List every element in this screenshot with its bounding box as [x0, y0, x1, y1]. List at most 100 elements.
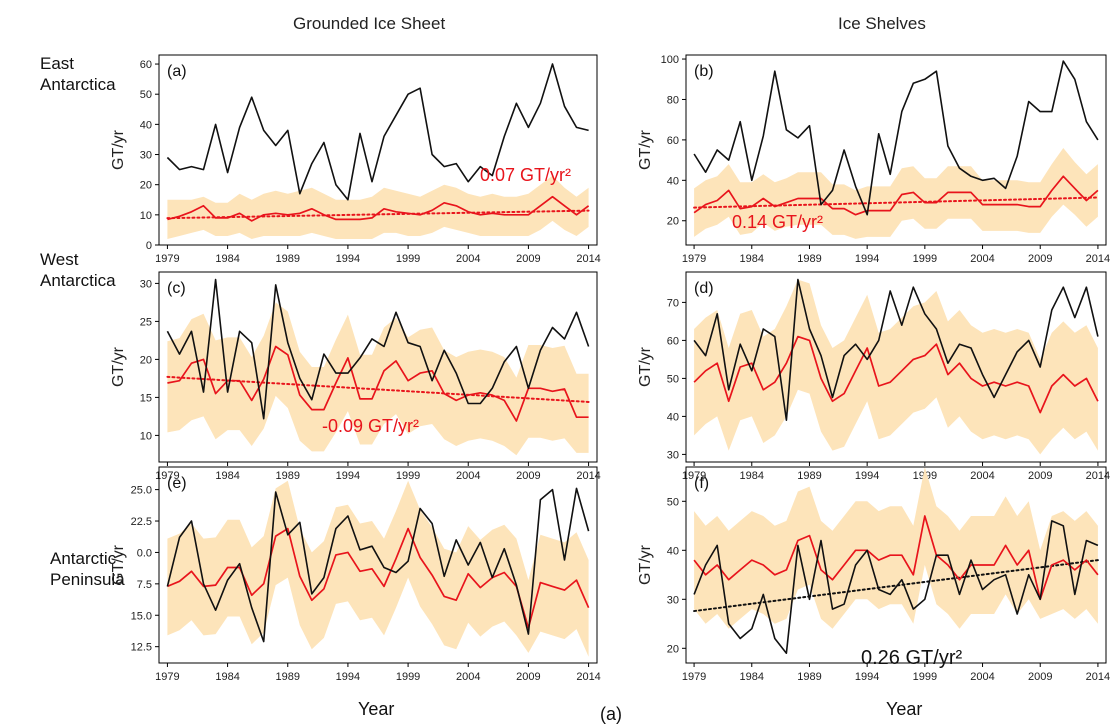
panel-frame [158, 466, 598, 664]
observed-series-line [693, 278, 1099, 422]
y-tick-label: 40 [667, 411, 679, 423]
uncertainty-band [694, 148, 1098, 239]
x-tick-label: 2014 [576, 253, 600, 265]
uncertainty-band [167, 302, 589, 456]
y-tick-label: 40 [140, 119, 152, 131]
x-tick-label: 2009 [516, 470, 540, 482]
x-tick-label: 1989 [276, 671, 300, 683]
x-tick-label: 1999 [913, 671, 937, 683]
y-tick-label: 50 [140, 89, 152, 101]
x-tick-label: 1979 [155, 253, 179, 265]
model-series-line [693, 515, 1099, 601]
x-tick-label: 1989 [797, 671, 821, 683]
row-label-west-line1: West [40, 250, 79, 269]
y-tick-label: 60 [667, 135, 679, 147]
x-tick-label: 1994 [336, 470, 360, 482]
x-tick-label: 1989 [276, 470, 300, 482]
y-tick-label: 25.0 [131, 485, 152, 497]
uncertainty-band [167, 175, 589, 239]
y-axis-label: GT/yr [637, 544, 654, 585]
model-series-line [693, 335, 1099, 414]
y-axis-label: GT/yr [637, 346, 654, 387]
uncertainty-band [694, 467, 1098, 629]
row-label-west-line2: Antarctica [40, 271, 116, 290]
y-tick-label: 30 [140, 150, 152, 162]
x-tick-label: 1979 [155, 671, 179, 683]
x-tick-label: 1979 [682, 470, 706, 482]
y-tick-label: 15 [140, 392, 152, 404]
x-tick-label: 1999 [396, 253, 420, 265]
row-label-east-line1: East [40, 54, 75, 73]
observed-series-line [166, 278, 590, 420]
x-axis-label-left: Year [358, 699, 395, 719]
panel-letter: (f) [694, 475, 709, 492]
x-tick-label: 1999 [913, 253, 937, 265]
y-axis-label: GT/yr [110, 544, 127, 585]
row-label-peninsula-line1: Antarctic [50, 549, 117, 568]
row-label-peninsula: Antarctic Peninsula [50, 548, 125, 590]
x-tick-label: 2009 [516, 671, 540, 683]
model-series-line [167, 195, 590, 222]
x-tick-label: 2004 [970, 671, 994, 683]
x-tick-label: 2004 [456, 671, 480, 683]
y-tick-label: 40 [667, 545, 679, 557]
x-tick-label: 2009 [1028, 671, 1052, 683]
model-series-line [167, 345, 589, 422]
y-tick-label: 50 [667, 373, 679, 385]
y-tick-label: 7.5 [137, 579, 152, 591]
trend-annotation: 0.14 GT/yr² [732, 212, 823, 232]
x-tick-label: 2014 [1086, 671, 1110, 683]
row-label-east: East Antarctica [40, 53, 116, 95]
y-tick-label: 100 [661, 54, 679, 66]
panel-f: 20 30 40 50 1979 1984 1989 1994 1999 2004 2009 2014… [637, 466, 1110, 683]
row-label-west: West Antarctica [40, 249, 116, 291]
x-tick-label: 2004 [456, 470, 480, 482]
x-tick-label: 1989 [797, 253, 821, 265]
x-tick-label: 1984 [740, 253, 764, 265]
y-tick-label: 20 [667, 643, 679, 655]
x-tick-label: 1994 [855, 671, 879, 683]
x-tick-label: 2014 [1086, 253, 1110, 265]
column-title-grounded: Grounded Ice Sheet [293, 14, 446, 33]
panel-a: 0 10 20 30 40 50 60 1979 1984 1989 1994 1999 2004 200… [110, 54, 601, 265]
y-tick-label: 10 [140, 430, 152, 442]
row-label-east-line2: Antarctica [40, 75, 116, 94]
y-tick-label: 30 [140, 278, 152, 290]
x-tick-label: 1984 [740, 671, 764, 683]
y-tick-label: 15.0 [131, 610, 152, 622]
y-tick-label: 60 [140, 59, 152, 71]
y-tick-label: 50 [667, 496, 679, 508]
y-tick-label: 12.5 [131, 642, 152, 654]
y-tick-label: 10 [140, 210, 152, 222]
y-axis-label: GT/yr [637, 129, 654, 170]
x-tick-label: 2014 [576, 671, 600, 683]
x-tick-label: 1984 [215, 253, 239, 265]
x-tick-label: 1984 [215, 671, 239, 683]
panel-frame [685, 466, 1107, 664]
panel-letter: (c) [167, 280, 186, 297]
panel-letter: (d) [694, 280, 714, 297]
trend-annotation: 0.07 GT/yr² [480, 165, 571, 185]
x-tick-label: 1999 [396, 470, 420, 482]
x-axis-label-right: Year [886, 699, 923, 719]
panel-frame [158, 271, 598, 463]
y-tick-label: 80 [667, 94, 679, 106]
y-tick-label: 30 [667, 449, 679, 461]
panel-letter: (e) [167, 475, 187, 492]
y-tick-label: 0.0 [137, 547, 152, 559]
x-tick-label: 1989 [276, 253, 300, 265]
panel-d: 3040506070197919841989199419992004200920… [637, 271, 1110, 482]
x-tick-label: 1999 [396, 671, 420, 683]
y-tick-label: 0 [146, 240, 152, 252]
x-tick-label: 1984 [740, 470, 764, 482]
x-tick-label: 1979 [682, 671, 706, 683]
x-tick-label: 2009 [516, 253, 540, 265]
observed-series-line [693, 520, 1099, 655]
y-axis-label: GT/yr [110, 346, 127, 387]
x-tick-label: 1979 [155, 470, 179, 482]
x-tick-label: 2009 [1028, 253, 1052, 265]
uncertainty-band [167, 480, 589, 657]
trend-annotation: -0.09 GT/yr² [322, 416, 419, 436]
